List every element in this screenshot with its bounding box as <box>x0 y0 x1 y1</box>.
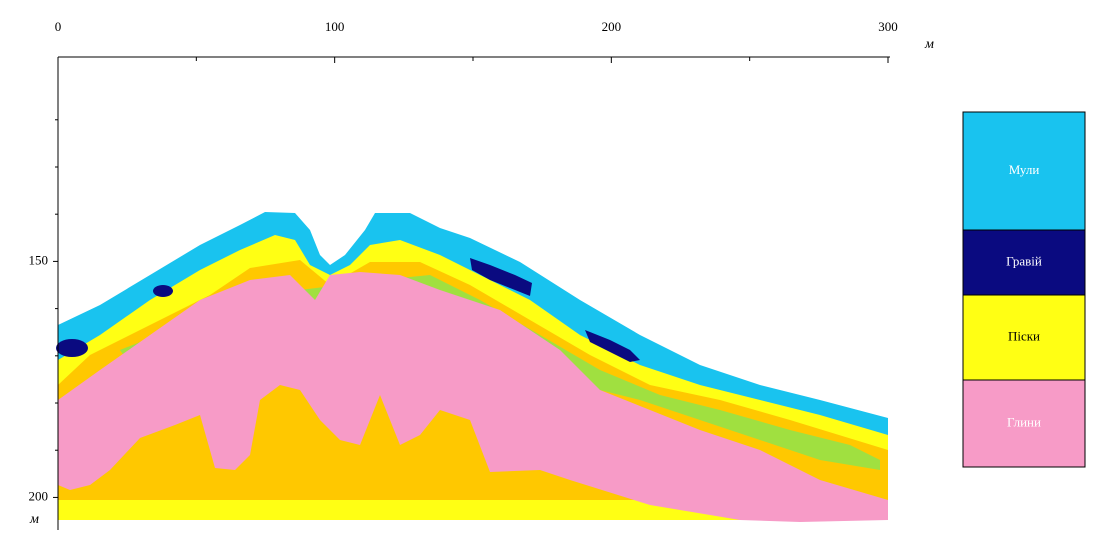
x-tick-label: 200 <box>602 19 622 34</box>
legend-label: Піски <box>1008 328 1040 343</box>
gravel-lens <box>585 330 640 362</box>
legend-label: Глини <box>1007 414 1041 429</box>
legend-swatch <box>962 294 1086 381</box>
x-tick-label: 0 <box>55 19 62 34</box>
gravel-lens <box>56 339 88 357</box>
x-tick-label: 100 <box>325 19 345 34</box>
section <box>56 212 888 522</box>
gravel-lens <box>470 258 532 296</box>
legend-swatch <box>962 229 1086 296</box>
legend-swatch <box>962 379 1086 468</box>
legend-label: Гравій <box>1006 253 1042 268</box>
legend-label: Мули <box>1009 162 1040 177</box>
x-unit: м <box>924 37 934 52</box>
y-tick-label: 200 <box>29 488 49 503</box>
x-tick-label: 300 <box>878 19 898 34</box>
y-unit: м <box>29 512 39 527</box>
y-tick-label: 150 <box>29 252 49 267</box>
gravel-lens <box>153 285 173 297</box>
clay-layer <box>58 272 888 522</box>
